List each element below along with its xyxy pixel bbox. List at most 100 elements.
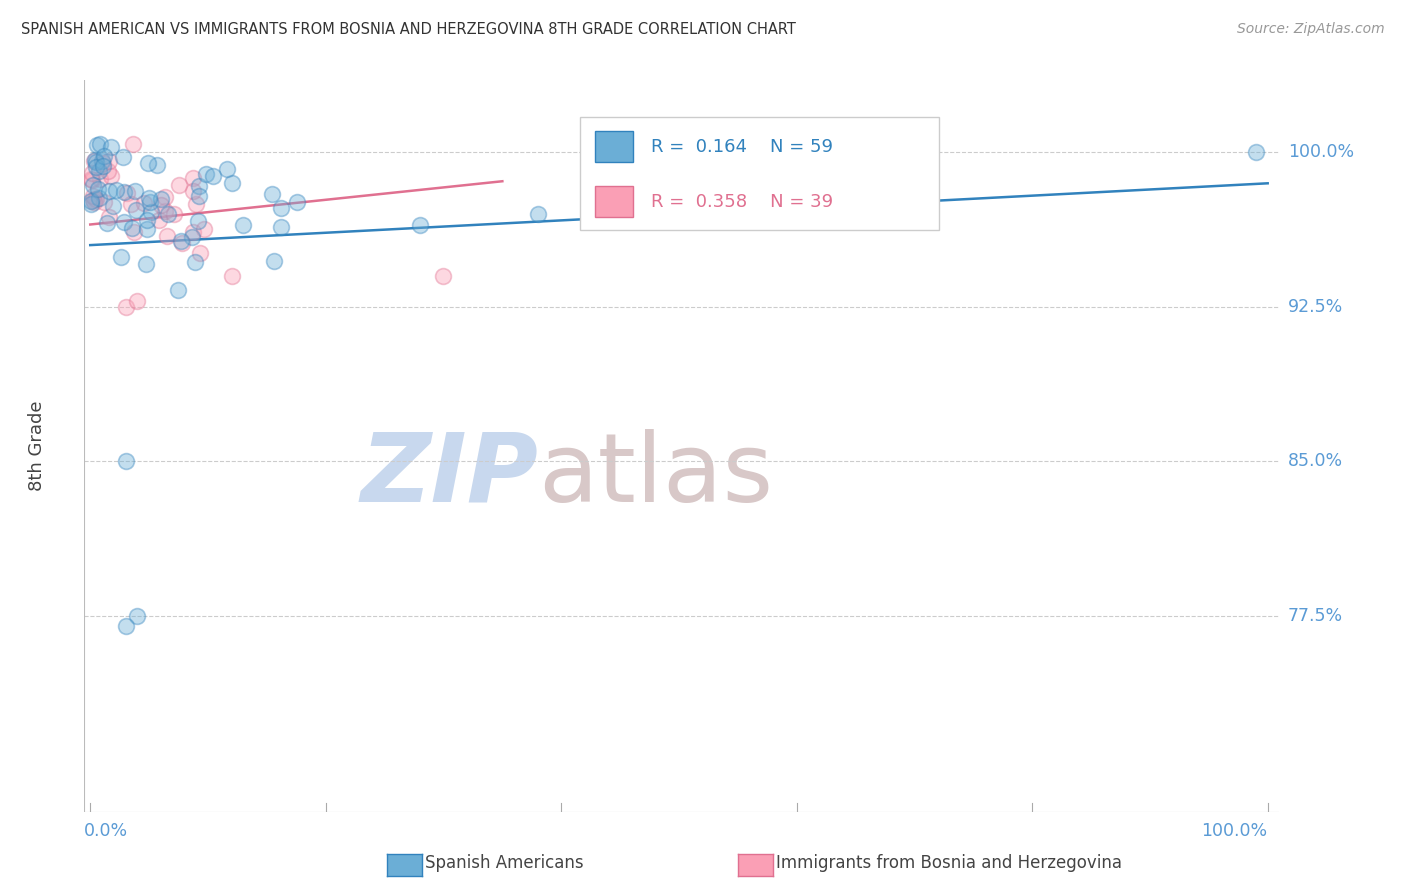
Point	[157, 207, 180, 221]
Point	[1244, 145, 1267, 160]
Point	[148, 213, 170, 227]
Point	[114, 619, 136, 633]
Point	[127, 293, 149, 308]
Text: 85.0%: 85.0%	[1288, 452, 1343, 470]
Point	[82, 188, 104, 202]
Point	[432, 268, 454, 283]
Point	[263, 253, 285, 268]
Text: 8th Grade: 8th Grade	[28, 401, 46, 491]
Point	[167, 178, 190, 192]
Point	[93, 156, 115, 170]
Point	[98, 210, 121, 224]
Point	[80, 196, 103, 211]
Point	[91, 159, 114, 173]
Text: Source: ZipAtlas.com: Source: ZipAtlas.com	[1237, 22, 1385, 37]
Point	[82, 173, 104, 187]
Text: R =  0.164    N = 59: R = 0.164 N = 59	[651, 138, 832, 156]
Point	[132, 195, 155, 210]
Point	[84, 154, 107, 169]
Text: 100.0%: 100.0%	[1288, 144, 1354, 161]
Text: 100.0%: 100.0%	[1202, 822, 1268, 840]
Point	[121, 137, 143, 152]
Point	[183, 184, 205, 198]
Point	[90, 153, 112, 168]
Point	[93, 149, 115, 163]
Point	[183, 225, 205, 239]
Point	[89, 172, 111, 186]
Point	[97, 164, 120, 178]
Point	[84, 153, 107, 167]
Point	[221, 176, 243, 190]
Point	[153, 190, 176, 204]
Point	[105, 183, 128, 197]
Point	[80, 166, 103, 180]
Point	[100, 140, 122, 154]
Point	[83, 192, 105, 206]
Point	[193, 222, 215, 236]
Point	[181, 230, 204, 244]
Point	[135, 256, 157, 270]
Point	[83, 153, 105, 168]
Text: 92.5%: 92.5%	[1288, 298, 1343, 316]
Point	[112, 150, 135, 164]
Point	[87, 182, 110, 196]
Text: 0.0%: 0.0%	[84, 822, 128, 840]
Point	[156, 229, 179, 244]
Point	[121, 221, 143, 235]
Point	[172, 235, 194, 250]
Point	[124, 184, 146, 198]
Point	[184, 254, 207, 268]
Point	[86, 137, 108, 152]
FancyBboxPatch shape	[581, 117, 939, 230]
Point	[195, 167, 218, 181]
Text: atlas: atlas	[538, 429, 773, 522]
FancyBboxPatch shape	[595, 186, 633, 217]
Point	[97, 184, 120, 198]
Point	[96, 216, 118, 230]
Point	[89, 191, 111, 205]
Point	[136, 156, 159, 170]
Text: 77.5%: 77.5%	[1288, 607, 1343, 625]
Point	[127, 609, 149, 624]
Point	[112, 185, 135, 199]
Point	[187, 214, 209, 228]
Text: Spanish Americans: Spanish Americans	[425, 854, 583, 871]
Point	[215, 161, 238, 176]
Point	[80, 171, 103, 186]
Point	[167, 283, 190, 297]
Text: SPANISH AMERICAN VS IMMIGRANTS FROM BOSNIA AND HERZEGOVINA 8TH GRADE CORRELATION: SPANISH AMERICAN VS IMMIGRANTS FROM BOSN…	[21, 22, 796, 37]
Point	[100, 169, 122, 183]
Point	[114, 454, 136, 468]
Point	[112, 215, 135, 229]
Point	[93, 195, 115, 210]
Point	[117, 186, 139, 201]
Text: R =  0.358    N = 39: R = 0.358 N = 39	[651, 193, 832, 211]
Point	[187, 189, 209, 203]
Point	[190, 246, 212, 260]
Point	[82, 178, 104, 192]
Point	[84, 161, 107, 175]
Point	[83, 195, 105, 210]
Point	[87, 164, 110, 178]
Point	[86, 192, 108, 206]
Point	[98, 154, 121, 169]
Point	[146, 158, 169, 172]
Point	[202, 169, 225, 183]
Point	[409, 218, 432, 232]
Point	[184, 197, 207, 211]
Point	[270, 201, 292, 215]
Point	[89, 137, 111, 152]
Point	[124, 225, 146, 239]
FancyBboxPatch shape	[595, 131, 633, 162]
Point	[135, 222, 157, 236]
Point	[188, 178, 211, 193]
Point	[526, 207, 548, 221]
Point	[139, 195, 162, 210]
Point	[270, 219, 292, 234]
Point	[221, 268, 243, 283]
Point	[232, 218, 254, 232]
Point	[125, 202, 148, 217]
Point	[181, 170, 204, 185]
Point	[163, 207, 186, 221]
Point	[141, 204, 163, 219]
